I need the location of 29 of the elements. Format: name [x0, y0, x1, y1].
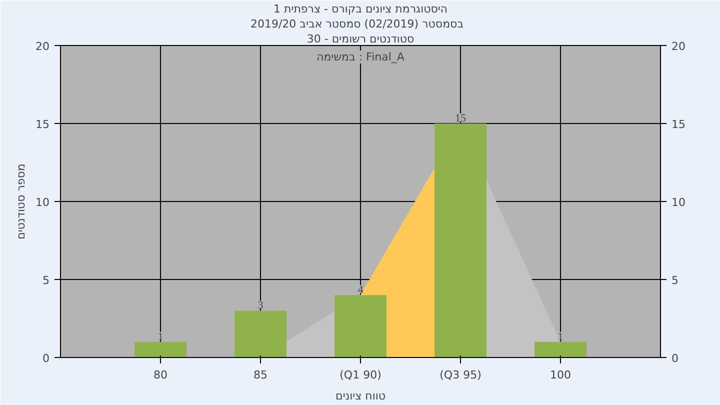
y-axis-title: מספר סטודנטים — [14, 164, 28, 240]
bar — [134, 342, 186, 358]
y2-tick-label: 0 — [672, 352, 678, 365]
data-label: 4 — [358, 284, 364, 296]
x-axis-title: טווח ציונים — [336, 390, 386, 402]
x-tick-label: 85 — [254, 368, 268, 382]
y2-tick-label: 10 — [672, 196, 686, 209]
data-label: 15 — [455, 112, 466, 124]
y-tick-label: 10 — [36, 196, 50, 209]
x-tick-label: (Q3 95) — [440, 368, 482, 382]
x-tick-label: 100 — [550, 368, 571, 382]
y-tick-label: 0 — [42, 352, 50, 365]
data-label: 3 — [258, 300, 264, 312]
y2-tick-label: 20 — [672, 40, 686, 53]
bar — [534, 342, 586, 358]
y2-tick-label: 5 — [672, 274, 678, 287]
y-tick-label: 5 — [42, 274, 50, 287]
bar — [234, 310, 286, 358]
chart-title: היסטוגרמת ציונים בקורס - צרפתית 1 — [274, 2, 448, 16]
x-tick-label: (Q1 90) — [340, 368, 382, 382]
y2-tick-label: 15 — [672, 118, 686, 131]
chart-subtitle: בסמסטר (02/2019) סמסטר אביב 2019/20 — [250, 18, 464, 30]
annotation: במשימה : Final_A — [316, 50, 405, 64]
annotation: סטודנטים רשומים - 30 — [306, 32, 414, 46]
y-tick-label: 20 — [36, 40, 50, 53]
data-label: 1 — [158, 330, 164, 343]
y-tick-label: 15 — [36, 118, 50, 131]
x-tick-label: 80 — [154, 368, 168, 382]
data-label: 1 — [558, 330, 564, 343]
